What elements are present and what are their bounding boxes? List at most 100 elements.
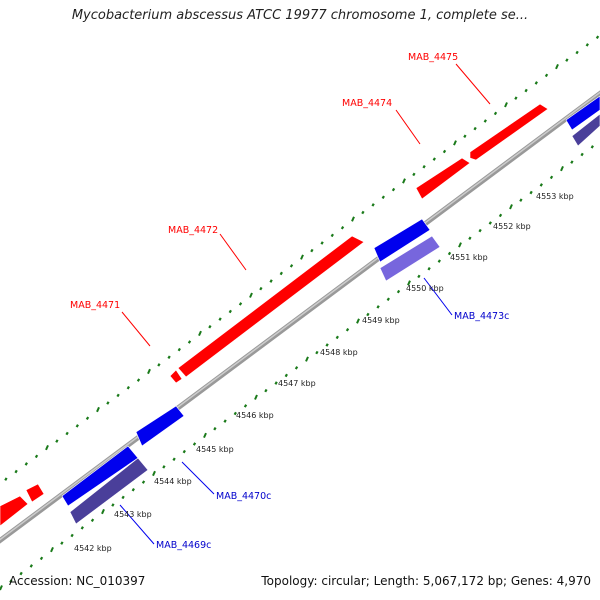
tick-mark <box>575 50 579 55</box>
tick-mark <box>361 210 365 215</box>
tick-mark <box>376 305 380 309</box>
callout-line <box>455 63 491 105</box>
tick-label-track: 4542 kbp 4543 kbp 4544 kbp 4545 kbp 4546 kbp… <box>74 192 574 553</box>
tick-mark <box>289 264 294 268</box>
tick-mark <box>243 404 248 408</box>
tick-mark <box>335 335 339 340</box>
gene-arrow-mab-4471[interactable] <box>169 369 183 384</box>
gene-label[interactable]: MAB_4472 <box>168 225 218 236</box>
gene-label[interactable]: MAB_4473c <box>454 311 509 322</box>
tick-mark <box>330 233 334 238</box>
gene-arrow-mab-4474[interactable] <box>415 157 471 200</box>
tick-mark <box>39 556 44 561</box>
tick-mark <box>493 111 498 116</box>
tick-mark <box>208 325 212 329</box>
tick-mark <box>498 213 503 218</box>
gene-arrow-mab-4472[interactable] <box>177 235 365 378</box>
tick-mark <box>463 134 467 139</box>
tick-label: 4553 kbp <box>536 192 574 201</box>
tick-mark <box>300 254 304 260</box>
tick-mark <box>305 356 309 362</box>
tick-mark <box>198 330 202 337</box>
callout-line <box>181 461 215 495</box>
tick-label: 4543 kbp <box>114 510 152 519</box>
tick-mark <box>254 394 258 400</box>
tick-mark <box>442 149 447 154</box>
tick-mark <box>402 178 406 184</box>
tick-mark <box>177 347 181 352</box>
gene-label[interactable]: MAB_4469c <box>156 540 211 551</box>
gene-arrow-mab-4475[interactable] <box>469 103 549 161</box>
backbone-highlight <box>0 91 600 541</box>
tick-mark <box>213 427 217 431</box>
gene-arrow-right-edge[interactable] <box>565 95 600 131</box>
tick-mark <box>310 248 314 253</box>
tick-mark <box>147 368 151 375</box>
tick-mark <box>284 373 288 378</box>
tick-mark <box>356 318 360 324</box>
callout-line <box>423 277 453 316</box>
backbone-line <box>0 90 600 544</box>
tick-mark <box>172 457 176 462</box>
tick-mark <box>325 343 329 347</box>
tick-mark <box>371 203 375 207</box>
tick-label: 4547 kbp <box>278 379 316 388</box>
callout-line <box>219 233 247 271</box>
tick-label: 4550 kbp <box>406 284 444 293</box>
tick-mark <box>478 228 482 233</box>
tick-mark <box>544 73 549 78</box>
tick-mark <box>560 165 564 172</box>
tick-mark <box>549 175 554 180</box>
tick-mark <box>85 416 90 420</box>
gene-arrow-left-2[interactable] <box>25 483 45 503</box>
gene-label[interactable]: MAB_4475 <box>408 52 458 63</box>
tick-mark <box>101 508 105 515</box>
gene-label[interactable]: MAB_4474 <box>342 98 392 109</box>
tick-mark <box>514 96 518 100</box>
tick-mark <box>182 449 186 454</box>
tick-mark <box>391 187 396 192</box>
gene-label[interactable]: MAB_4471 <box>70 300 120 311</box>
tick-mark <box>9 579 13 583</box>
tick-mark <box>453 140 457 146</box>
label-callouts: MAB_4475 MAB_4474 MAB_4472 MAB_4471 MAB_4473… <box>70 52 509 551</box>
tick-mark <box>458 242 462 248</box>
tick-mark <box>447 251 452 256</box>
tick-label: 4549 kbp <box>362 316 400 325</box>
tick-mark <box>228 309 232 314</box>
gene-arrow-right-edge-2[interactable] <box>571 113 600 147</box>
gene-arrow-mab-4473c-b[interactable] <box>379 235 441 282</box>
tick-label: 4551 kbp <box>450 253 488 262</box>
map-title: Mycobacterium abscessus ATCC 19977 chrom… <box>71 8 529 23</box>
tick-mark <box>203 432 207 439</box>
tick-mark <box>437 259 441 263</box>
tick-mark <box>427 267 431 271</box>
callout-line <box>119 504 155 545</box>
tick-mark <box>468 236 472 241</box>
tick-mark <box>121 495 125 500</box>
tick-mark <box>106 401 110 405</box>
tick-mark <box>75 424 79 428</box>
tick-mark <box>136 378 141 382</box>
tick-mark <box>19 571 23 576</box>
gene-arrow-left-1[interactable] <box>0 495 29 527</box>
gene-arrow-mab-4469c[interactable] <box>69 457 149 525</box>
gene-arrow-mab-4473c-a[interactable] <box>373 218 431 263</box>
gene-label[interactable]: MAB_4470c <box>216 491 271 502</box>
tick-mark <box>590 145 594 149</box>
tick-label: 4546 kbp <box>236 411 274 420</box>
tick-mark <box>539 183 543 187</box>
tick-mark <box>141 480 146 484</box>
tick-mark <box>218 317 222 321</box>
tick-label: 4544 kbp <box>154 477 192 486</box>
tick-label: 4542 kbp <box>74 544 112 553</box>
gene-arrow-mab-4470c-a[interactable] <box>135 405 185 447</box>
tick-mark <box>519 198 523 202</box>
tick-mark <box>294 366 299 370</box>
tick-mark <box>126 385 130 390</box>
tick-mark <box>116 393 120 398</box>
tick-mark <box>570 160 574 164</box>
callout-line <box>121 311 151 347</box>
tick-mark <box>351 216 355 222</box>
